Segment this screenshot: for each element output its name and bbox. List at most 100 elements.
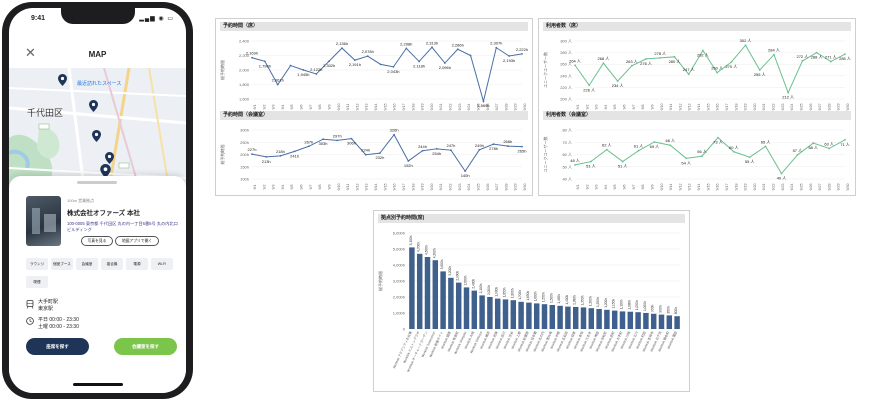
find-room-button[interactable]: 会議室を探す [114,338,177,355]
x-tick-label: 9/16 [393,104,397,111]
x-tick-label: 9/25 [799,104,803,111]
bar-value-label: 1,800h [510,288,514,298]
x-tick-label: 9/26 [486,184,490,191]
data-point [393,133,396,136]
x-tick-label: 9/21 [439,104,443,111]
data-label: 268 人 [598,56,610,61]
data-label: 292 人 [697,52,709,57]
x-tick-label: 9/4 [281,185,285,190]
reservation-time-panel: 予約時間（席） 1,600 1,800 2,000 2,200 2,400 総予約時間 9/… [215,18,533,196]
bar [502,299,509,329]
x-tick-label: 9/30 [846,104,850,111]
x-tick-label: 9/17 [402,184,406,191]
x-tick-label: 9/30 [523,104,527,111]
bar [416,253,423,329]
data-label: 288 人 [811,55,823,60]
x-tick-label: 9/15 [383,184,387,191]
x-tick-label: 9/13 [365,104,369,111]
bar [643,313,649,329]
data-point [574,64,576,67]
data-point [673,55,676,58]
x-tick-label: 9/9 [327,185,331,190]
data-point [341,47,343,50]
x-tick-label: 9/3 [595,105,599,110]
clock-icon [26,317,34,325]
location-panel: 拠点別予約時間(席) 0 1,000h 2,000h 3,000h 4,000h 5,00… [373,210,690,392]
data-label: 247 人 [683,67,695,72]
x-tick-label: 9/29 [837,184,841,191]
open-map-app-button[interactable]: 地図アプリで開く [115,236,159,246]
map-header: ✕ MAP [9,38,186,68]
y-tick-label: 3,000h [393,279,405,284]
data-label: 2,061h [272,78,284,83]
x-tick-label: 9/5 [613,185,617,190]
data-label: 267h [304,139,313,144]
find-seat-button[interactable]: 座席を探す [26,338,89,355]
data-label: 224h [361,148,370,153]
data-point [492,143,495,146]
x-tick-label: 9/7 [632,105,636,110]
bar-value-label: 1,080h [627,300,631,310]
data-label: 2,122h [310,67,322,72]
amenity-chip: 個室ブース [51,258,73,270]
data-label: 62 人 [602,143,612,148]
y-tick-label: 280 人 [560,50,572,55]
location-bar-chart: 0 1,000h 2,000h 3,000h 4,000h 5,000h 6,000h 総予約… [377,231,681,373]
data-point [828,147,831,150]
x-tick-label: 9/28 [827,104,831,111]
map-pin-icon[interactable] [92,130,101,142]
data-point [732,150,735,153]
data-point [478,148,481,151]
data-point [844,138,846,141]
x-tick-label: 9/22 [772,184,776,191]
x-tick-label: 9/12 [678,184,682,191]
x-tick-label: 9/4 [604,105,608,110]
bar-value-label: 2,400h [471,279,475,289]
bar [572,306,579,329]
sheet-handle[interactable] [77,181,117,184]
close-icon[interactable]: ✕ [25,45,36,60]
data-label: 65 人 [761,139,771,144]
data-label: 2,136h [336,41,348,46]
map-pin-icon[interactable] [105,152,114,164]
data-label: 284 人 [768,48,780,53]
y-tick-label: 220 人 [560,85,572,90]
map-pin-icon[interactable] [58,74,67,86]
map-view[interactable]: 最近訪れたスペース 千代田区 [9,68,186,188]
x-tick-label: 9/26 [486,104,490,111]
data-point [506,145,509,147]
data-point [350,137,353,140]
x-tick-label: 9/6 [623,185,627,190]
bar-value-label: 1,900h [495,287,499,297]
data-point [829,60,832,63]
data-label: 241h [290,153,299,158]
data-label: 2,307h [490,41,502,46]
data-label: 63 人 [824,142,834,147]
train-icon [26,300,34,309]
data-point [276,83,279,86]
data-point [701,155,703,158]
y-tick-label: 100h [240,177,249,182]
x-tick-label: 9/3 [272,105,276,110]
bar-value-label: 4,300h [432,248,436,258]
y-tick-label: 0 [403,327,406,332]
x-tick-label: 9/27 [495,104,499,111]
map-pin-selected-icon[interactable] [100,164,111,178]
x-tick-label: 9/13 [688,184,692,191]
bar [650,313,657,329]
data-point [653,141,656,143]
x-tick-label: 9/18 [734,184,738,191]
reservation-time-seat-chart: 1,600 1,800 2,000 2,200 2,400 総予約時間 9/1 9/2 9/3 9… [219,39,528,111]
bar-value-label: 1,700h [518,290,522,300]
bar [588,308,595,329]
bar [549,305,556,329]
x-tick-label: 9/15 [706,184,710,191]
data-point [645,58,647,60]
x-tick-label: 9/30 [846,184,850,191]
data-point [621,160,624,163]
view-photos-button[interactable]: 写真を見る [81,236,113,246]
bar-value-label: 1,600h [534,291,538,301]
category-label: Worktok 町田 [635,331,647,350]
map-pin-icon[interactable] [89,100,98,112]
data-label: 227h [248,147,257,152]
